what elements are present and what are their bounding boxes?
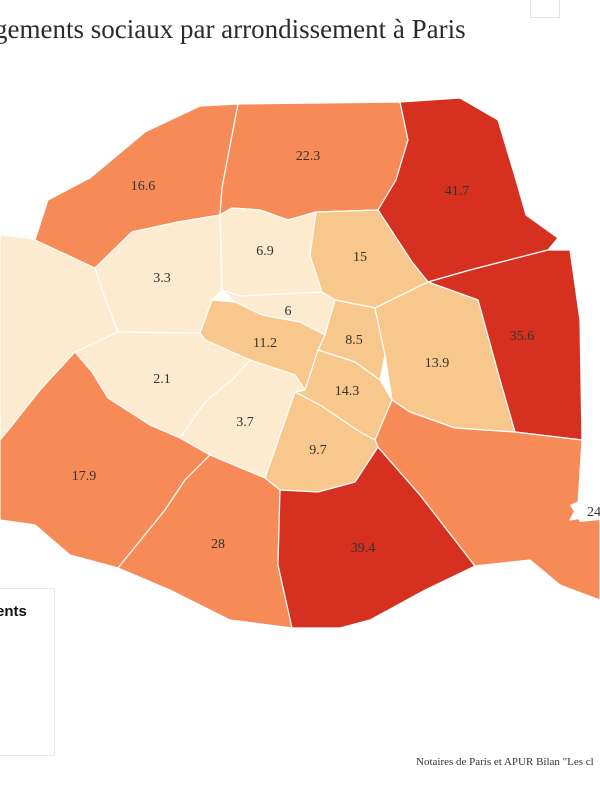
toolbar-box[interactable] [530, 0, 560, 18]
value-label-a5b: 9.7 [309, 443, 327, 458]
value-label-a12: 24 [587, 505, 600, 520]
value-label-a17: 16.6 [131, 179, 156, 194]
value-label-a7b: 3.7 [236, 415, 254, 430]
value-label-a3: 8.5 [345, 333, 363, 348]
value-label-a10: 15 [353, 250, 367, 265]
value-label-a20: 35.6 [510, 329, 535, 344]
arrondissement-13[interactable] [277, 446, 476, 629]
arrondissement-8[interactable] [94, 214, 223, 334]
legend-title: ents [0, 603, 27, 620]
value-label-a8: 3.3 [153, 271, 171, 286]
map-labels: 16.6 22.3 41.7 6.9 15 3.3 6 35.6 11.2 8.5 13.9 2.1 1… [72, 149, 600, 556]
legend-box: ents [0, 588, 55, 756]
value-label-a19: 41.7 [445, 184, 470, 199]
value-label-a13: 39.4 [351, 541, 376, 556]
bois-notch [570, 498, 600, 522]
value-label-a11: 13.9 [425, 356, 450, 371]
value-label-a18: 22.3 [296, 149, 321, 164]
value-label-a7: 2.1 [153, 372, 171, 387]
value-label-a6: 11.2 [253, 336, 277, 351]
value-label-a9: 6.9 [256, 244, 274, 259]
value-label-a15: 17.9 [72, 469, 97, 484]
value-label-a2: 6 [285, 304, 292, 319]
value-label-a5: 14.3 [335, 384, 360, 399]
arrondissement-15[interactable] [0, 351, 211, 569]
value-label-a14: 28 [211, 537, 225, 552]
map-title: gements sociaux par arrondissement à Par… [0, 14, 466, 44]
source-note: Notaires de Paris et APUR Bilan "Les cl [416, 756, 594, 768]
